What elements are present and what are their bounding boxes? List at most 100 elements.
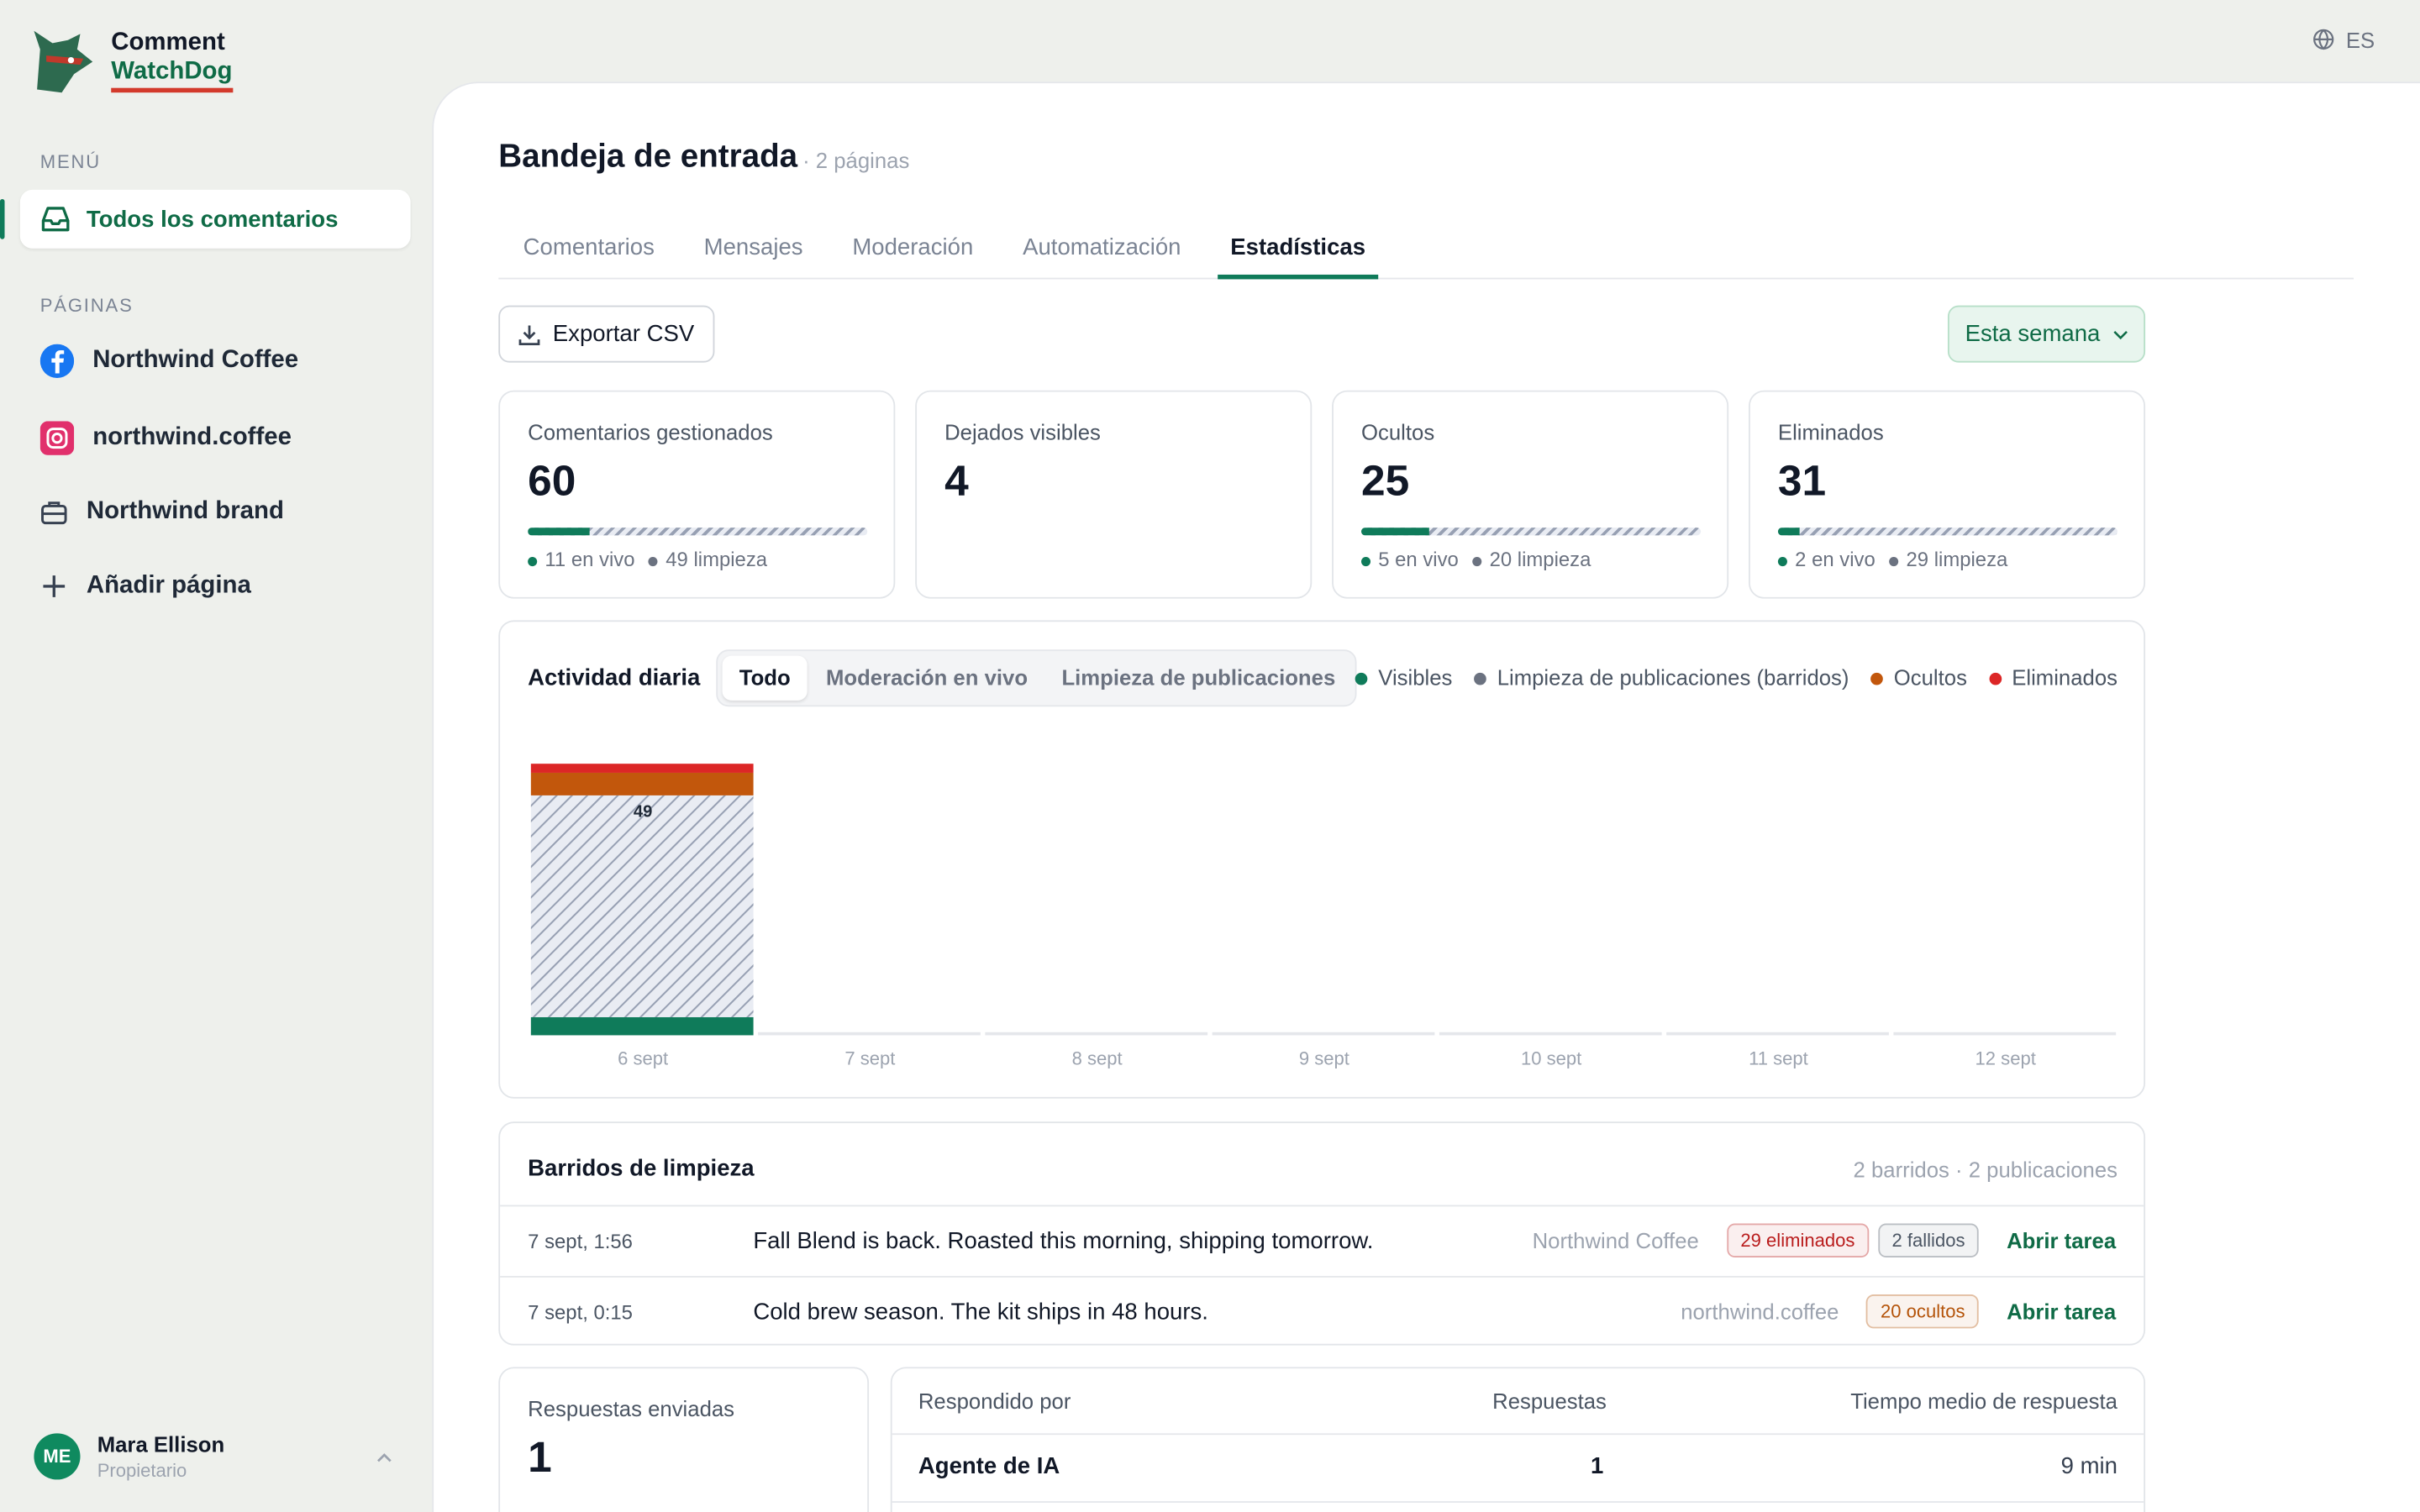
stat-label: Comentarios gestionados [528,419,773,444]
page-title: Bandeja de entrada [498,139,798,175]
stat-bar [1361,528,1702,536]
bar-segment [530,795,754,1017]
tab[interactable]: Moderación [852,234,974,261]
tab-divider [498,277,2354,280]
legend-item: Visibles [1355,665,1452,690]
stat-label: Dejados visibles [944,419,1101,444]
tab[interactable]: Comentarios [523,234,655,261]
chart-filter[interactable]: Todo [722,655,808,701]
table-header: Tiempo medio de respuesta [1850,1389,2118,1414]
stat-live: 11 en vivo [528,548,635,571]
bar-segment [530,772,754,795]
facebook-icon [39,344,75,379]
open-task[interactable]: Abrir tarea [2007,1228,2117,1253]
stat-cards: Comentarios gestionados 60 11 en vivo 49 li… [498,390,2146,599]
briefcase-icon [41,501,67,525]
cleanup-label: limpieza [1933,548,2008,571]
stat-live: 5 en vivo [1361,548,1459,571]
legend-item: Ocultos [1870,665,1967,690]
active-indicator [0,198,5,239]
legend: Visibles Limpieza de publicaciones (barri… [1355,665,2118,690]
legend-label: Eliminados [2012,664,2118,690]
sweep-row: 7 sept, 1:56 Fall Blend is back. Roasted … [528,1205,2116,1275]
period-select[interactable]: Esta semana [1947,305,2146,363]
add-page[interactable]: Añadir página [40,572,251,600]
legend-item: Eliminados [1988,664,2118,690]
page-item[interactable]: Northwind brand [40,498,284,526]
row-divider [500,1275,2144,1278]
tab[interactable]: Automatización [1023,234,1181,261]
menu-item-label: Todos los comentarios [86,206,339,233]
inbox-icon [41,207,70,232]
badge: 20 ocultos [1866,1294,1980,1329]
language[interactable]: ES [2345,28,2375,53]
tab[interactable]: Mensajes [703,234,803,261]
open-task[interactable]: Abrir tarea [2007,1299,2117,1324]
responses-value: 1 [528,1433,552,1482]
table-header: Respuestas [1492,1389,1607,1414]
dot [1361,556,1371,566]
dot [528,556,538,566]
baseline [1893,1032,2117,1036]
stat-value: 60 [528,456,576,505]
stat-value: 31 [1777,456,1827,505]
chart-title: Actividad diaria [528,664,701,691]
stat-bar-live [1361,528,1429,536]
logo-icon [34,30,93,93]
stat-card: Eliminados 31 2 en vivo 29 limpieza [1749,390,2146,599]
menu-item[interactable]: Todos los comentarios [19,189,411,249]
legend-dot [1355,673,1368,686]
baseline [985,1032,1208,1036]
sweep-time: 7 sept, 1:56 [528,1228,633,1252]
table-cell: 9 min [2060,1453,2118,1480]
page-item[interactable]: northwind.coffee [39,421,292,455]
tab[interactable]: Estadísticas [1218,227,1378,280]
add-page-label: Añadir página [86,572,251,599]
x-tick-label: 11 sept [1749,1047,1808,1068]
live-label: en vivo [1395,548,1459,571]
download-icon [518,324,540,345]
live-count: 11 [544,548,566,571]
stat-legend: 11 en vivo 49 limpieza [528,548,767,571]
chevron-up[interactable] [375,1451,393,1466]
bar-segment [530,1016,754,1036]
avatar: ME [34,1433,81,1480]
pages-label: PÁGINAS [39,294,134,317]
sweep-text: Cold brew season. The kit ships in 48 ho… [753,1298,1208,1325]
chart-card: Actividad diaria Todo Moderación en vivo L… [498,620,2146,1099]
responders-table: Respondido por Respuestas Tiempo medio de … [890,1367,2146,1512]
table-header: Respondido por [918,1389,1071,1414]
user-name: Mara Ellison [97,1431,225,1457]
row-divider [892,1433,2144,1436]
stat-bar-live [1777,528,1800,536]
sweep-page: northwind.coffee [1681,1299,1839,1324]
plus-icon [43,575,66,597]
globe-icon [2313,29,2334,50]
stat-cleanup: 29 limpieza [1889,548,2007,571]
stat-card: Comentarios gestionados 60 11 en vivo 49 li… [498,390,896,599]
tabs: Comentarios Mensajes Moderación Automatizac… [498,227,1378,280]
stat-card: Dejados visibles 4 [915,390,1313,599]
page-name: Northwind Coffee [92,347,299,374]
stat-bar-live [528,528,591,536]
dot [1777,556,1787,566]
badge: 2 fallidos [1877,1223,1980,1257]
dot [1472,556,1482,566]
legend-dot [1870,673,1883,686]
legend-dot [1988,673,2002,686]
x-tick-label: 9 sept [1299,1047,1349,1068]
export-button[interactable]: Exportar CSV [498,305,715,363]
page-item[interactable]: Northwind Coffee [39,344,299,379]
cleanup-label: limpieza [1517,548,1591,571]
sweeps-title: Barridos de limpieza [528,1155,755,1182]
baseline [1666,1032,1889,1036]
x-tick-label: 7 sept [844,1047,895,1068]
table-cell: Agente de IA [918,1453,1060,1480]
chart-filter[interactable]: Moderación en vivo [825,664,1028,690]
live-label: en vivo [571,548,635,571]
x-tick-label: 6 sept [618,1047,668,1068]
stat-legend: 5 en vivo 20 limpieza [1361,548,1591,571]
chart-filter[interactable]: Limpieza de publicaciones [1061,664,1336,690]
badge: 29 eliminados [1726,1223,1869,1257]
